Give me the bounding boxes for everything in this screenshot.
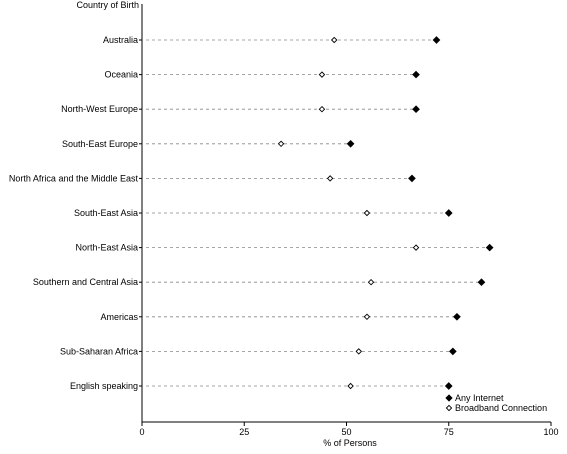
broadband-point xyxy=(318,71,326,78)
category-row: Oceania xyxy=(104,70,420,80)
category-label: South-East Asia xyxy=(74,208,138,218)
category-row: Southern and Central Asia xyxy=(33,277,486,287)
category-row: Sub-Saharan Africa xyxy=(60,346,457,356)
category-row: North-West Europe xyxy=(61,104,420,114)
any-internet-point xyxy=(412,70,420,79)
any-internet-point xyxy=(453,312,461,321)
broadband-point xyxy=(363,209,371,217)
category-label: English speaking xyxy=(70,381,138,391)
category-rows: Australia Oceania North-West Europe South-E… xyxy=(9,35,494,391)
any-internet-point xyxy=(346,139,355,148)
category-row: English speaking xyxy=(70,381,453,391)
broadband-point xyxy=(367,278,375,286)
any-internet-point xyxy=(412,105,420,114)
category-label: North Africa and the Middle East xyxy=(9,173,139,183)
any-internet-point xyxy=(432,36,441,44)
broadband-point xyxy=(347,382,354,390)
category-label: North-East Asia xyxy=(75,243,138,253)
category-row: North-East Asia xyxy=(75,243,494,253)
broadband-point xyxy=(318,105,326,113)
x-axis-title: % of Persons xyxy=(323,438,377,448)
any-internet-point xyxy=(485,243,494,252)
x-tick-label: 25 xyxy=(239,427,249,437)
x-tick-label: 100 xyxy=(543,427,558,437)
category-row: Australia xyxy=(103,35,441,45)
y-axis-title: Country of Birth xyxy=(76,0,139,10)
category-row: South-East Asia xyxy=(74,208,453,218)
category-row: Americas xyxy=(100,312,461,322)
category-row: North Africa and the Middle East xyxy=(9,173,416,183)
broadband-point xyxy=(277,140,285,148)
category-row: South-East Europe xyxy=(62,139,355,149)
any-internet-point xyxy=(408,174,416,183)
broadband-point xyxy=(326,175,334,182)
legend-any-internet-marker xyxy=(445,394,453,402)
legend-label: Any Internet xyxy=(455,393,504,403)
broadband-point xyxy=(363,313,371,321)
category-label: Oceania xyxy=(104,70,138,80)
category-label: Americas xyxy=(100,312,138,322)
any-internet-point xyxy=(444,382,453,390)
legend-broadband-marker xyxy=(445,404,453,412)
any-internet-point xyxy=(449,347,457,356)
any-internet-point xyxy=(477,278,486,287)
legend-label: Broadband Connection xyxy=(455,403,547,413)
x-axis-ticks: 0 25 50 75 100 xyxy=(139,422,559,437)
broadband-point xyxy=(330,36,338,44)
category-label: South-East Europe xyxy=(62,139,138,149)
category-label: Southern and Central Asia xyxy=(33,277,138,287)
x-tick-label: 0 xyxy=(139,427,144,437)
category-label: Sub-Saharan Africa xyxy=(60,346,138,356)
broadband-point xyxy=(412,244,420,251)
x-tick-label: 50 xyxy=(341,427,351,437)
x-tick-label: 75 xyxy=(444,427,454,437)
broadband-point xyxy=(355,348,363,355)
category-label: Australia xyxy=(103,35,138,45)
any-internet-point xyxy=(444,209,453,217)
category-label: North-West Europe xyxy=(61,104,138,114)
